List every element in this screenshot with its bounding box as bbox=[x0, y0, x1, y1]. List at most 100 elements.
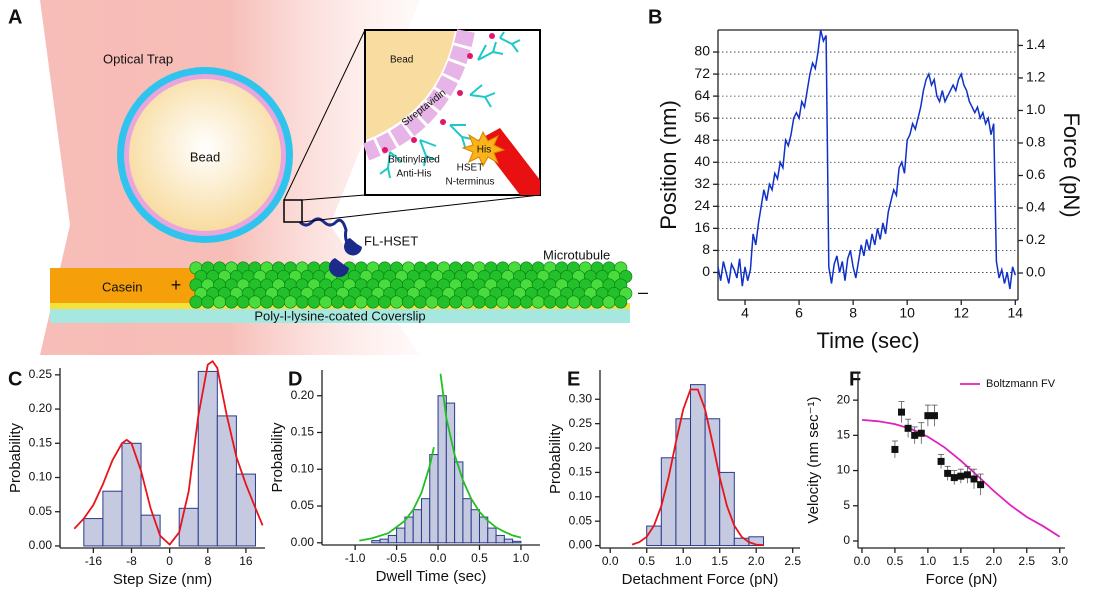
antibodies-part bbox=[477, 41, 504, 61]
y-tick-label: 0.10 bbox=[291, 461, 315, 475]
y-axis-label: Velocity (nm sec⁻¹) bbox=[805, 396, 822, 523]
bar bbox=[690, 384, 706, 547]
bar bbox=[733, 537, 750, 547]
tubulin bbox=[508, 295, 522, 309]
point bbox=[950, 474, 958, 482]
x-tick-label: 0.0 bbox=[602, 554, 619, 568]
tubulin bbox=[331, 295, 345, 309]
y-tick-label: 0.25 bbox=[569, 416, 593, 430]
hset-label: N-terminus bbox=[446, 177, 495, 188]
x-tick-label: 0.5 bbox=[638, 554, 655, 568]
y-tick-label: 40 bbox=[694, 153, 710, 169]
antibodies bbox=[379, 31, 521, 179]
x-tick-label: 1.0 bbox=[920, 554, 937, 568]
biotin-dots-part bbox=[411, 137, 417, 143]
tubulin bbox=[602, 295, 616, 309]
y2-tick-label: 0.4 bbox=[1026, 199, 1046, 215]
biotin-dots-part bbox=[382, 147, 388, 153]
y2-axis-label: Force (pN) bbox=[1059, 112, 1084, 217]
tubulin bbox=[224, 295, 238, 309]
tubulin bbox=[614, 295, 628, 309]
tubulin bbox=[248, 295, 262, 309]
biotin-dots-part bbox=[457, 90, 463, 96]
x-tick-label: 0.5 bbox=[471, 551, 488, 565]
bar bbox=[371, 540, 381, 544]
y-tick-label: 10 bbox=[837, 463, 851, 477]
y-tick-label: 0.05 bbox=[569, 513, 593, 527]
y2-tick-label: 1.0 bbox=[1026, 101, 1046, 117]
bar bbox=[387, 534, 398, 544]
diagram: Optical Trap Bead Bead Streptavidin His … bbox=[40, 0, 648, 355]
tubulin bbox=[366, 295, 380, 309]
tubulin bbox=[590, 295, 604, 309]
zoom-line bbox=[301, 194, 366, 201]
bar bbox=[675, 418, 692, 547]
point bbox=[977, 481, 985, 489]
y-axis-label: Probability bbox=[7, 422, 24, 493]
point bbox=[917, 429, 925, 437]
bar bbox=[646, 525, 662, 547]
point bbox=[891, 445, 899, 453]
motor-head bbox=[344, 238, 362, 256]
x-tick-label: 6 bbox=[795, 305, 803, 321]
tubulin bbox=[578, 295, 592, 309]
fit-curve bbox=[631, 388, 764, 546]
bar bbox=[102, 490, 123, 547]
y-tick-label: 0.15 bbox=[569, 465, 593, 479]
point bbox=[911, 431, 919, 439]
bar bbox=[704, 418, 721, 547]
y-tick-label: 0 bbox=[702, 263, 710, 279]
tubulin bbox=[401, 295, 415, 309]
microtubule bbox=[189, 261, 633, 309]
y-tick-label: 5 bbox=[843, 498, 850, 512]
y-tick-label: 20 bbox=[837, 392, 851, 406]
bar bbox=[379, 538, 389, 544]
bar bbox=[412, 509, 422, 544]
his-tag bbox=[461, 130, 506, 168]
x-tick-label: -16 bbox=[85, 554, 103, 568]
bar bbox=[470, 509, 480, 544]
y-tick-label: 48 bbox=[694, 131, 710, 147]
inset-bead bbox=[366, 31, 455, 140]
x-tick-label: 0.5 bbox=[887, 554, 904, 568]
tubulin bbox=[319, 295, 333, 309]
bar bbox=[437, 395, 447, 544]
y-tick-label: 0.20 bbox=[569, 440, 593, 454]
point bbox=[957, 472, 965, 480]
antibodies-part bbox=[449, 124, 473, 148]
tubulin bbox=[472, 295, 486, 309]
y-axis-label: Probability bbox=[547, 423, 564, 494]
x-tick-label: -1.0 bbox=[345, 551, 366, 565]
antibody-label: Anti-His bbox=[396, 169, 431, 180]
bar bbox=[495, 534, 505, 544]
y-axis-label: Probability bbox=[269, 422, 286, 493]
point bbox=[963, 471, 971, 479]
y-tick-label: 16 bbox=[694, 219, 710, 235]
x-tick-label: 8 bbox=[849, 305, 857, 321]
streptavidin-band bbox=[362, 29, 475, 161]
x-tick-label: 14 bbox=[1008, 305, 1024, 321]
y-tick-label: 15 bbox=[837, 428, 851, 442]
y-tick-label: 0.25 bbox=[29, 367, 53, 381]
bar bbox=[140, 514, 161, 547]
antibodies-part bbox=[379, 151, 403, 179]
bar bbox=[420, 498, 431, 544]
tubulin bbox=[213, 295, 227, 309]
fit-curve bbox=[861, 419, 1061, 538]
y-tick-label: 0.00 bbox=[569, 538, 593, 552]
tubulin bbox=[484, 295, 498, 309]
x-axis-label: Dwell Time (sec) bbox=[376, 568, 487, 585]
microtubule-label: Microtubule bbox=[543, 247, 610, 262]
x-tick-label: 16 bbox=[239, 554, 253, 568]
x-tick-label: 0.0 bbox=[430, 551, 447, 565]
x-axis-label: Time (sec) bbox=[816, 328, 919, 353]
plus-end-label: + bbox=[171, 275, 182, 295]
tubulin bbox=[449, 295, 463, 309]
y-tick-label: 72 bbox=[694, 65, 710, 81]
casein-layer bbox=[50, 268, 210, 305]
y2-tick-label: 1.2 bbox=[1026, 69, 1046, 85]
motor-head bbox=[329, 258, 349, 278]
tubulin bbox=[354, 295, 368, 309]
y-tick-label: 0.00 bbox=[29, 538, 53, 552]
tubulin bbox=[390, 295, 404, 309]
